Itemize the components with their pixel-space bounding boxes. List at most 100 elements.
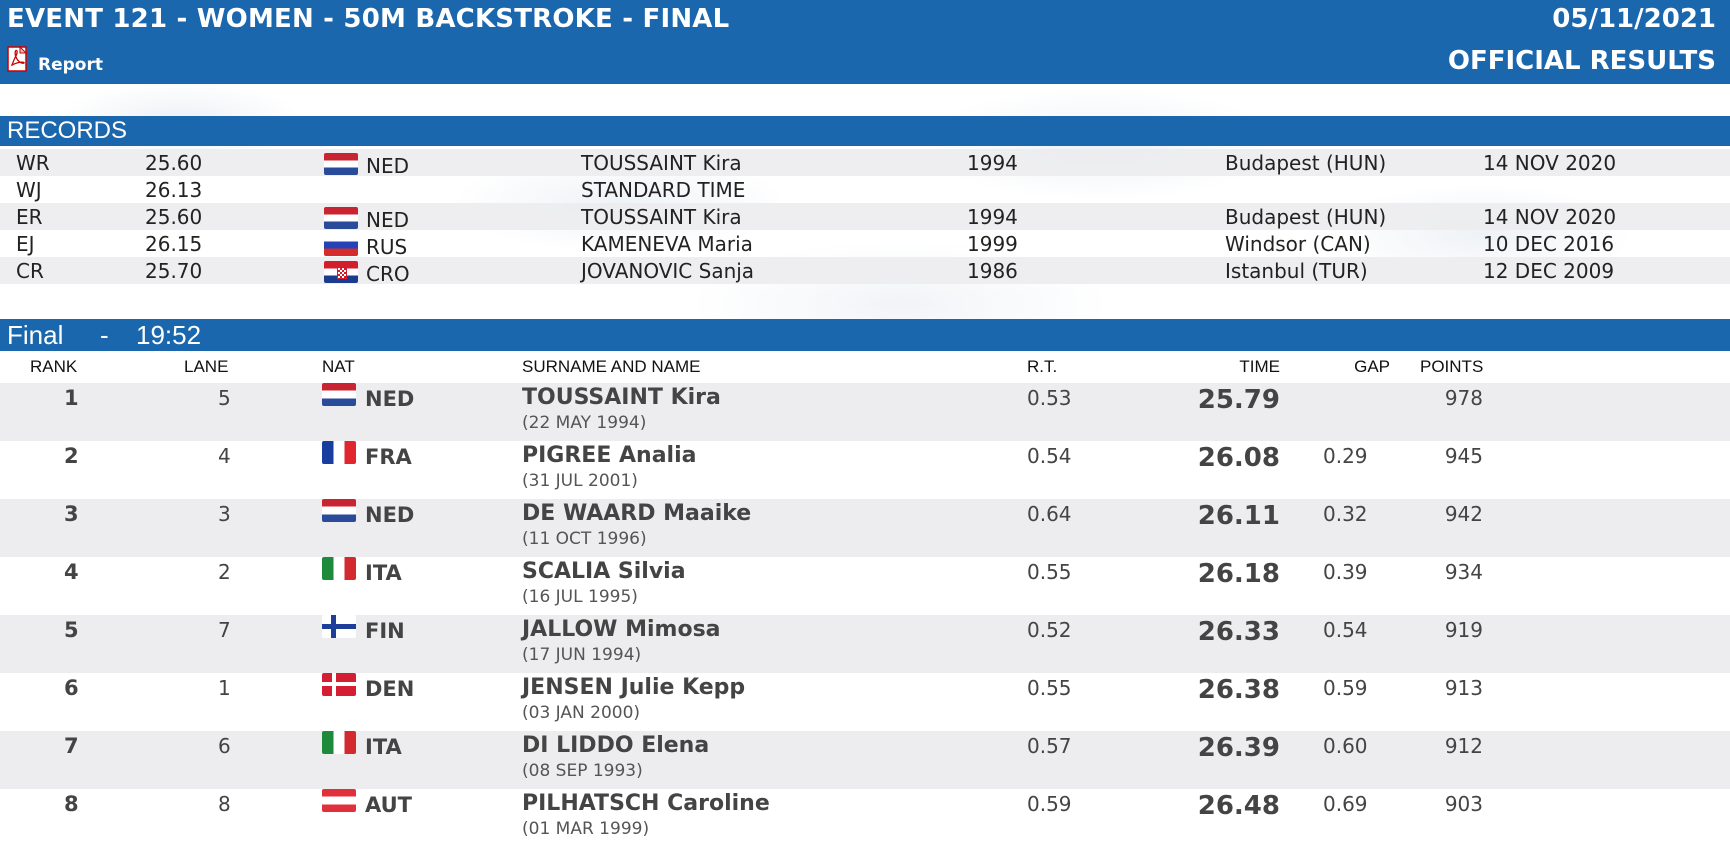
record-date: 14 NOV 2020 [1483, 151, 1617, 175]
result-rank: 4 [64, 560, 79, 584]
result-points: 934 [1444, 560, 1483, 584]
result-flag [322, 383, 356, 410]
result-reaction-time: 0.52 [1027, 618, 1072, 642]
report-label: Report [38, 55, 103, 75]
pdf-icon [7, 46, 28, 72]
record-year: 1999 [967, 232, 1018, 256]
report-link[interactable]: Report [6, 46, 103, 74]
result-flag [322, 673, 356, 700]
result-nat: ITA [365, 561, 402, 585]
result-nat: FIN [365, 619, 405, 643]
official-results-label: OFFICIAL RESULTS [1447, 46, 1716, 76]
event-date: 05/11/2021 [1552, 4, 1716, 34]
result-name: SCALIA Silvia [522, 559, 686, 584]
result-gap: 0.29 [1323, 444, 1368, 468]
record-time: 25.60 [145, 151, 203, 175]
result-reaction-time: 0.59 [1027, 792, 1072, 816]
record-nat: NED [366, 154, 409, 178]
record-date: 10 DEC 2016 [1483, 232, 1615, 256]
final-start-time: 19:52 [136, 320, 202, 350]
result-lane: 2 [218, 560, 231, 584]
den-flag-icon [322, 673, 356, 696]
record-time: 25.70 [145, 259, 203, 283]
ned-flag-icon [324, 207, 358, 229]
result-rank: 3 [64, 502, 79, 526]
result-flag [322, 499, 356, 526]
col-time: TIME [1239, 357, 1280, 376]
record-year: 1994 [967, 151, 1018, 175]
result-time: 25.79 [1197, 385, 1280, 415]
record-year: 1994 [967, 205, 1018, 229]
result-time: 26.18 [1197, 559, 1280, 589]
record-code: CR [16, 259, 44, 283]
record-code: WJ [16, 178, 42, 202]
result-gap: 0.69 [1323, 792, 1368, 816]
record-row: WJ 26.13 STANDARD TIME [0, 176, 1730, 203]
ned-flag-icon [324, 153, 358, 175]
record-name: STANDARD TIME [581, 178, 746, 202]
col-points: POINTS [1420, 357, 1484, 376]
final-label: Final [7, 320, 64, 350]
result-reaction-time: 0.64 [1027, 502, 1072, 526]
record-name: TOUSSAINT Kira [581, 151, 742, 175]
result-time: 26.38 [1197, 675, 1280, 705]
result-row[interactable]: 6 1 DEN JENSEN Julie Kepp (03 JAN 2000) 0.55 2… [0, 673, 1730, 731]
result-flag [322, 731, 356, 758]
result-name: DE WAARD Maaike [522, 501, 752, 526]
result-time: 26.08 [1197, 443, 1280, 473]
result-dob: (22 MAY 1994) [522, 413, 647, 433]
result-rank: 1 [64, 386, 79, 410]
result-rank: 5 [64, 618, 79, 642]
result-row[interactable]: 5 7 FIN JALLOW Mimosa (17 JUN 1994) 0.52 26.33… [0, 615, 1730, 673]
result-nat: DEN [365, 677, 415, 701]
result-time: 26.39 [1197, 733, 1280, 763]
result-reaction-time: 0.55 [1027, 560, 1072, 584]
col-gap: GAP [1354, 357, 1390, 376]
result-nat: ITA [365, 735, 402, 759]
result-gap: 0.60 [1323, 734, 1368, 758]
result-lane: 4 [218, 444, 231, 468]
result-dob: (31 JUL 2001) [522, 471, 638, 491]
results-column-headers: RANK LANE NAT SURNAME AND NAME R.T. TIME… [0, 355, 1730, 381]
col-nat: NAT [322, 357, 355, 376]
record-time: 25.60 [145, 205, 203, 229]
result-nat: NED [365, 503, 415, 527]
result-row[interactable]: 1 5 NED TOUSSAINT Kira (22 MAY 1994) 0.53 25.7… [0, 383, 1730, 441]
result-flag [322, 615, 356, 642]
record-place: Windsor (CAN) [1225, 232, 1371, 256]
record-row: CR 25.70 CRO JOVANOVIC Sanja 1986 Istanbul (T… [0, 257, 1730, 286]
record-flag [324, 207, 358, 234]
result-lane: 1 [218, 676, 231, 700]
record-place: Istanbul (TUR) [1225, 259, 1368, 283]
result-dob: (01 MAR 1999) [522, 819, 650, 839]
result-flag [322, 557, 356, 584]
result-points: 912 [1444, 734, 1483, 758]
result-row[interactable]: 8 8 AUT PILHATSCH Caroline (01 MAR 1999) 0.59… [0, 789, 1730, 847]
result-flag [322, 441, 356, 468]
result-lane: 3 [218, 502, 231, 526]
results-header: EVENT 121 - WOMEN - 50M BACKSTROKE - FIN… [0, 0, 1730, 84]
result-reaction-time: 0.57 [1027, 734, 1072, 758]
result-time: 26.48 [1197, 791, 1280, 821]
result-row[interactable]: 3 3 NED DE WAARD Maaike (11 OCT 1996) 0.64 26.… [0, 499, 1730, 557]
result-name: JENSEN Julie Kepp [522, 675, 746, 700]
result-points: 978 [1444, 386, 1483, 410]
result-time: 26.11 [1197, 501, 1280, 531]
result-name: DI LIDDO Elena [522, 733, 710, 758]
record-code: ER [16, 205, 43, 229]
result-dob: (17 JUN 1994) [522, 645, 642, 665]
result-name: JALLOW Mimosa [522, 617, 721, 642]
result-reaction-time: 0.54 [1027, 444, 1072, 468]
ned-flag-icon [322, 499, 356, 522]
result-gap: 0.54 [1323, 618, 1368, 642]
result-row[interactable]: 7 6 ITA DI LIDDO Elena (08 SEP 1993) 0.57 26.3… [0, 731, 1730, 789]
result-dob: (11 OCT 1996) [522, 529, 647, 549]
result-nat: NED [365, 387, 415, 411]
record-place: Budapest (HUN) [1225, 151, 1387, 175]
col-lane: LANE [184, 357, 229, 376]
result-row[interactable]: 2 4 FRA PIGREE Analia (31 JUL 2001) 0.54 26.08… [0, 441, 1730, 499]
result-reaction-time: 0.53 [1027, 386, 1072, 410]
result-row[interactable]: 4 2 ITA SCALIA Silvia (16 JUL 1995) 0.55 26.18… [0, 557, 1730, 615]
record-code: EJ [16, 232, 35, 256]
result-rank: 6 [64, 676, 79, 700]
